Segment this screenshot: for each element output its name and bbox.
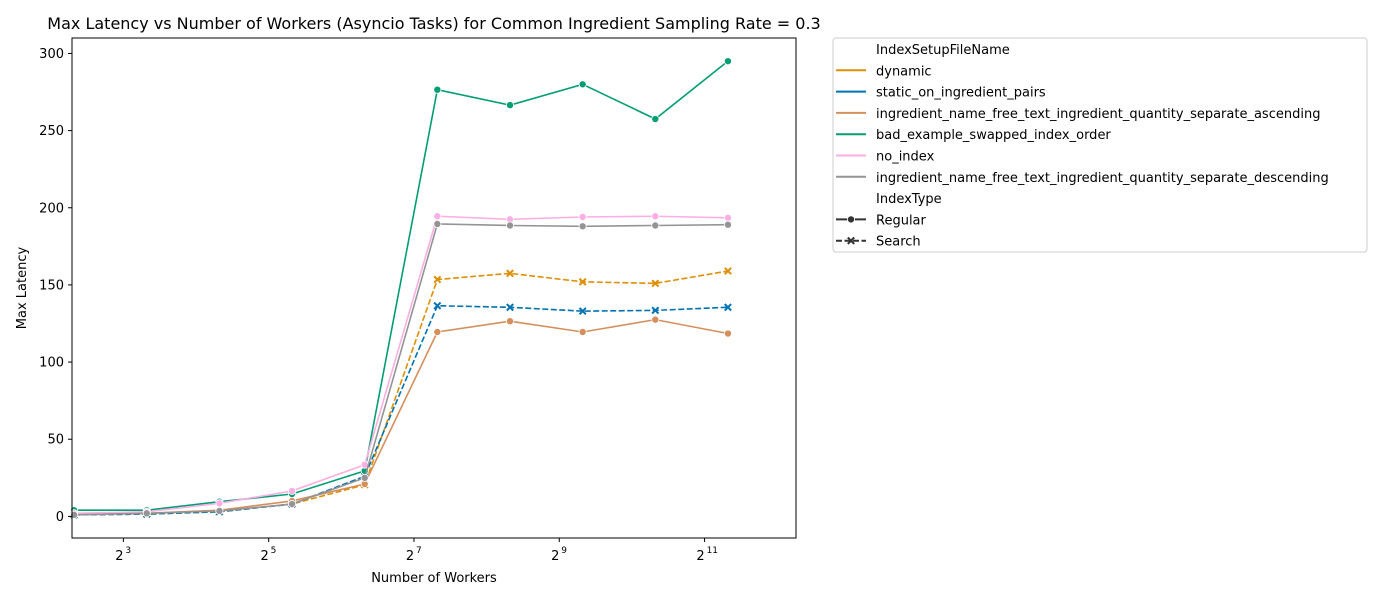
data-point (578, 222, 587, 231)
x-tick-label: 2 (261, 549, 269, 564)
legend-items: IndexSetupFileName dynamic static_on_ingre… (836, 43, 1329, 250)
y-tick-label: 200 (39, 201, 64, 216)
data-point (506, 101, 515, 110)
chart-title: Max Latency vs Number of Workers (Asynci… (47, 14, 820, 33)
legend-label: dynamic (876, 64, 932, 79)
data-point (433, 301, 442, 310)
x-tick-exponent: 9 (561, 546, 567, 556)
data-point (506, 317, 515, 326)
data-point (723, 213, 732, 222)
data-point (288, 486, 297, 495)
x-tick-label: 2 (115, 549, 123, 564)
plot-content (70, 57, 732, 519)
data-point (578, 307, 587, 316)
data-point (651, 279, 660, 288)
legend-label: ingredient_name_free_text_ingredient_qua… (876, 107, 1320, 122)
data-point (433, 275, 442, 284)
data-point (723, 57, 732, 66)
legend-label: no_index (876, 150, 935, 165)
series-no_index (70, 212, 732, 518)
data-point (433, 327, 442, 336)
data-point (506, 303, 514, 312)
series-bad_example_swapped_index_order (70, 57, 732, 515)
x-tick-label: 2 (406, 549, 414, 564)
y-tick-label: 250 (39, 124, 64, 139)
plot-frame (71, 37, 797, 539)
data-point (578, 277, 587, 286)
x-tick-label: 2 (696, 549, 704, 564)
data-point (288, 500, 297, 509)
data-point (506, 221, 515, 230)
data-point (724, 303, 732, 312)
x-axis-label: Number of Workers (371, 571, 497, 586)
y-tick-label: 0 (56, 510, 64, 525)
data-point (651, 315, 660, 324)
series-static_on_ingredient_pairs (70, 301, 732, 519)
data-point (360, 473, 369, 482)
legend-label: bad_example_swapped_index_order (876, 128, 1111, 143)
legend-hue-title: IndexSetupFileName (876, 43, 1010, 58)
legend-label: static_on_ingredient_pairs (876, 86, 1046, 101)
x-tick-exponent: 5 (271, 546, 277, 556)
data-point (651, 306, 660, 315)
data-point (215, 499, 224, 508)
data-point (142, 509, 151, 518)
series-line (74, 60, 729, 512)
series-line (74, 223, 728, 516)
series-line (74, 215, 728, 515)
legend-style-marker (847, 236, 855, 245)
series-line (74, 270, 729, 516)
legend-style-marker (847, 215, 856, 224)
legend-style-label: Regular (876, 213, 927, 228)
series-ingredient_name_free_text_ingredient_quantity_separate_ascending (70, 315, 732, 519)
series-line (74, 304, 728, 516)
y-axis-label: Max Latency (15, 247, 30, 330)
legend-label: ingredient_name_free_text_ingredient_qua… (876, 171, 1329, 186)
data-point (433, 85, 442, 94)
legend: IndexSetupFileName dynamic static_on_ingre… (832, 37, 1368, 253)
data-point (724, 267, 732, 275)
data-point (651, 221, 660, 230)
series-ingredient_name_free_text_ingredient_quantity_separate_descending (70, 219, 732, 519)
data-point (651, 212, 660, 221)
data-point (651, 115, 660, 124)
data-point (215, 506, 224, 515)
data-point (578, 213, 587, 222)
data-point (723, 329, 732, 338)
data-point (578, 327, 587, 336)
legend-style-label: Search (876, 235, 921, 250)
data-point (506, 269, 514, 278)
data-point (433, 212, 442, 221)
data-point (723, 220, 732, 229)
data-point (578, 80, 587, 89)
legend-frame (832, 37, 1368, 253)
y-tick-label: 150 (39, 278, 64, 293)
legend-style-title: IndexType (876, 192, 942, 207)
x-tick-exponent: 3 (125, 546, 131, 556)
y-tick-label: 50 (47, 433, 64, 448)
y-axis: 0 50 100 150 200 250 300 (39, 47, 72, 525)
y-tick-label: 100 (39, 356, 64, 371)
x-tick-label: 2 (551, 549, 559, 564)
data-point (433, 219, 442, 228)
x-tick-exponent: 7 (416, 546, 422, 556)
x-tick-exponent: 11 (707, 546, 718, 556)
x-axis: 2 3 2 5 2 7 2 9 2 11 (115, 538, 718, 564)
y-tick-label: 300 (39, 47, 64, 62)
